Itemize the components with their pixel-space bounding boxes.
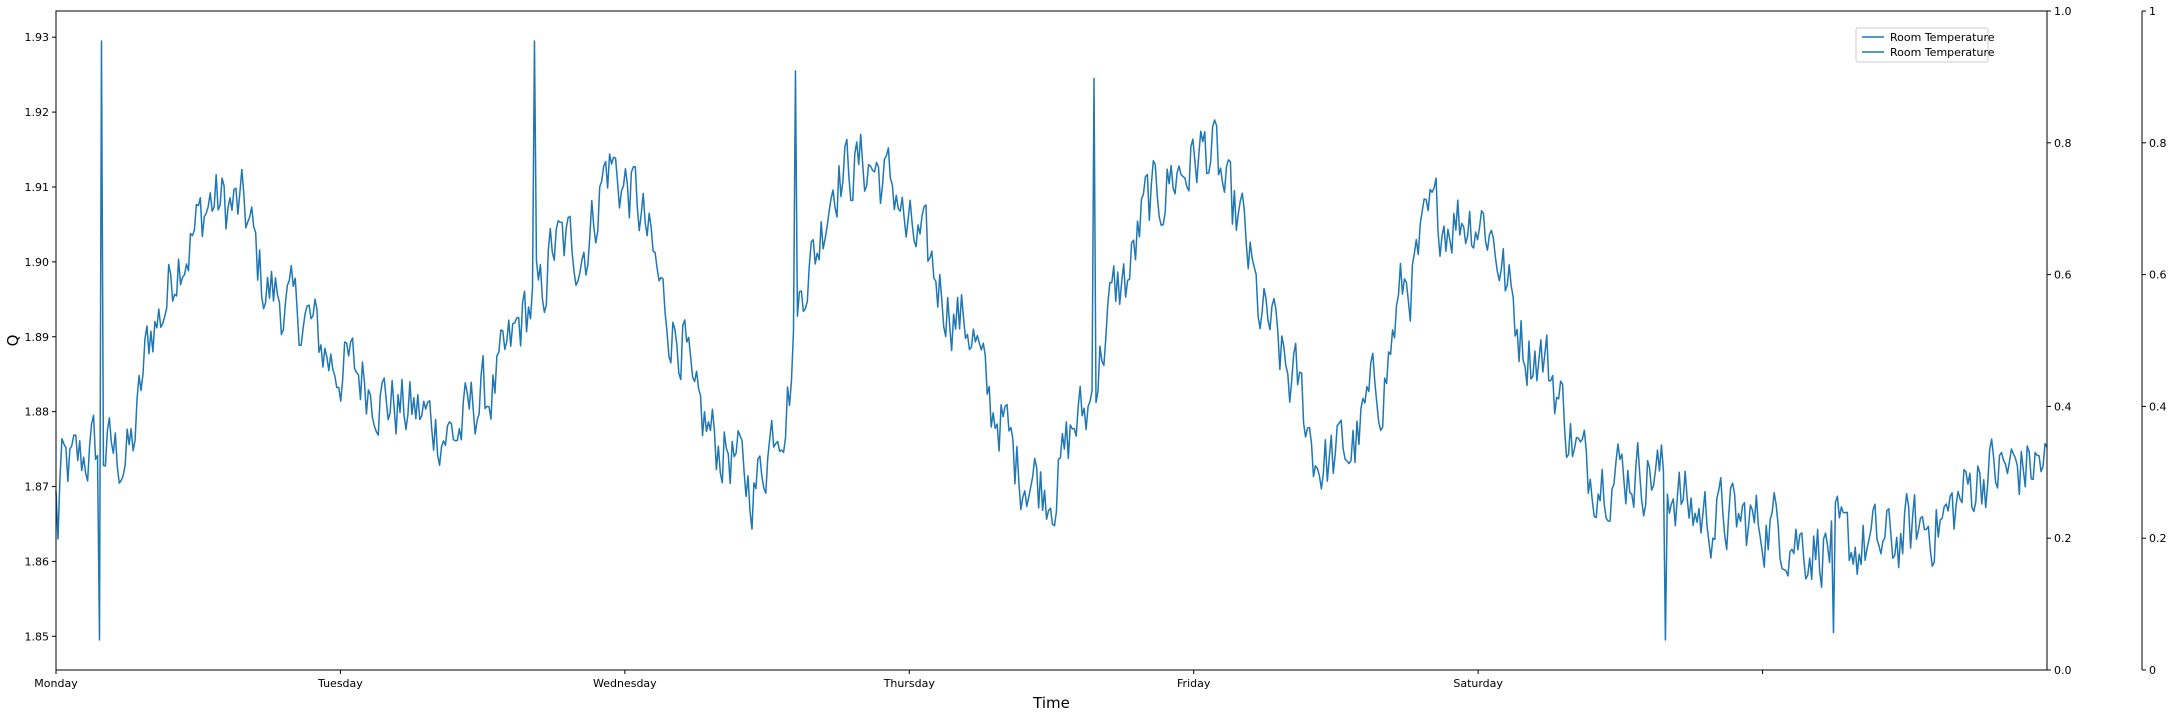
x-tick-label: Wednesday	[593, 677, 657, 690]
right-axis-1-tick-label: 1.0	[2054, 5, 2072, 18]
legend: Room Temperature Room Temperature	[1855, 27, 1995, 63]
y-tick-label: 1.88	[25, 406, 50, 419]
right-axis-1-tick-label: 0.2	[2054, 532, 2072, 545]
y-tick-label: 1.89	[25, 331, 50, 344]
y-tick-label: 1.92	[25, 106, 50, 119]
y-tick-label: 1.87	[25, 481, 50, 494]
legend-entry-1: Room Temperature	[1890, 31, 1995, 44]
right-axis-1-tick-label: 0.8	[2054, 137, 2072, 150]
plot-frame	[55, 10, 2048, 671]
y-axis-title: Q	[4, 335, 22, 347]
y-tick-label: 1.93	[25, 31, 50, 44]
x-tick-label: Monday	[34, 677, 78, 690]
x-tick-label: Saturday	[1453, 677, 1503, 690]
right-axis-2-tick-label: 0.4	[2149, 400, 2167, 413]
y-tick-label: 1.91	[25, 181, 50, 194]
y-tick-label: 1.86	[25, 555, 50, 568]
right-axis-2-tick-label: 0.2	[2149, 532, 2167, 545]
right-axis-1-tick-label: 0.0	[2054, 664, 2072, 677]
right-axis-2-tick-label: 0.6	[2149, 269, 2167, 282]
y-tick-label: 1.90	[25, 256, 50, 269]
legend-entry-2: Room Temperature	[1890, 46, 1995, 59]
x-tick-label: Thursday	[883, 677, 936, 690]
right-axis-1-tick-label: 0.4	[2054, 400, 2072, 413]
y-tick-label: 1.85	[25, 630, 50, 643]
x-tick-label: Tuesday	[317, 677, 363, 690]
x-tick-label: Friday	[1177, 677, 1211, 690]
legend-box	[1855, 27, 1989, 63]
series-line-room-temperature	[55, 40, 2048, 641]
right-axis-2-tick-label: 0.8	[2149, 137, 2167, 150]
plot-area	[55, 40, 2048, 641]
axes: 1.85 1.86 1.87 1.88 1.89 1.90 1.91 1.92 1.93 Mond…	[25, 5, 2167, 690]
right-axis-2-tick-label: 0	[2149, 664, 2156, 677]
right-axis-1-tick-label: 0.6	[2054, 269, 2072, 282]
x-axis-title: Time	[1032, 694, 1070, 712]
right-axis-2-tick-label: 1	[2149, 5, 2156, 18]
